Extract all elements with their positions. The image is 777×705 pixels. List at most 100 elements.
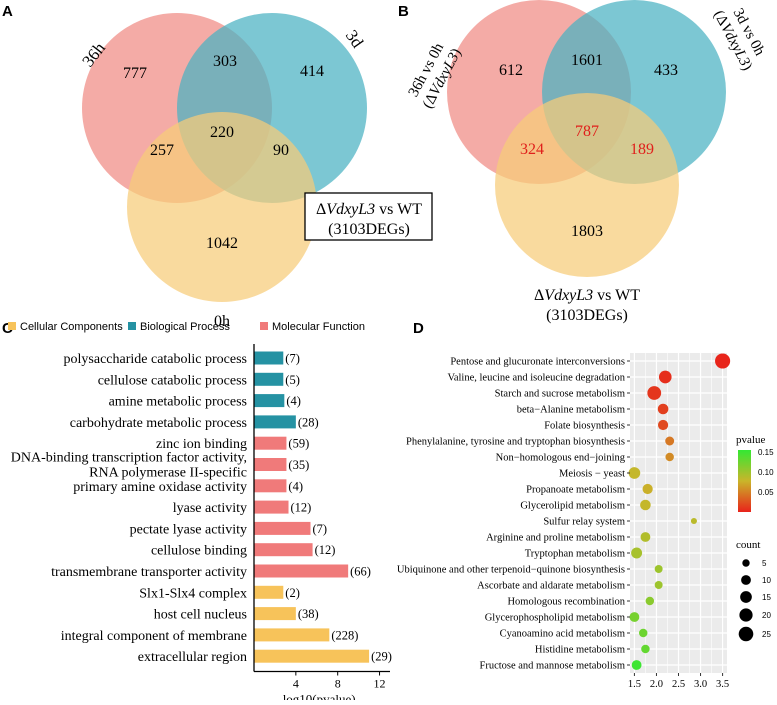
size-legend-label: 15	[762, 593, 771, 602]
venn-b-right-close: )	[739, 61, 755, 73]
venn-b-count-left-only: 612	[499, 62, 523, 79]
bubble	[640, 532, 651, 542]
category-label: carbohydrate metabolic process	[70, 416, 247, 431]
size-legend-label: 5	[762, 559, 767, 568]
bar-count-label: (59)	[288, 437, 309, 451]
size-legend-label: 20	[762, 611, 771, 620]
bubble	[654, 581, 663, 589]
x-tick-label: 12	[374, 677, 386, 691]
bar	[254, 458, 287, 471]
color-legend-title: pvalue	[736, 434, 765, 446]
venn-b-circle-wt	[495, 93, 679, 277]
bubble	[629, 612, 640, 622]
venn-b-right-delta: (Δ	[710, 8, 731, 29]
bar-count-label: (66)	[350, 565, 371, 579]
category-label: host cell nucleus	[154, 608, 247, 623]
legend-swatch	[128, 322, 136, 330]
size-legend-dot	[741, 575, 751, 585]
pathway-label: Phenylalanine, tyrosine and tryptophan b…	[406, 437, 625, 448]
category-label: cellulose catabolic process	[98, 373, 247, 388]
pathway-label: Sulfur relay system	[543, 517, 625, 528]
venn-a-note-delta: Δ	[316, 201, 326, 218]
panel-a: A 36h 3d 0h 777 414 303 257 220 90 1042 …	[2, 3, 433, 330]
bar	[254, 607, 296, 621]
pathway-label: Folate biosynthesis	[544, 421, 625, 432]
legend-label: Biological Process	[140, 321, 230, 333]
venn-a-count-36h-only: 777	[123, 65, 147, 82]
category-label: zinc ion binding	[156, 437, 247, 452]
bar-count-label: (12)	[315, 543, 336, 557]
color-legend-tick-label: 0.10	[758, 468, 774, 477]
bar	[254, 351, 284, 365]
bar-count-label: (38)	[298, 607, 319, 621]
bar	[254, 521, 311, 535]
venn-a-label-0h: 0h	[214, 313, 230, 330]
bar-count-label: (4)	[286, 394, 301, 408]
bubble	[647, 386, 662, 400]
bar-count-label: (228)	[331, 628, 358, 642]
bar	[254, 649, 370, 663]
category-label: extracellular region	[138, 650, 247, 665]
bar-count-label: (7)	[312, 522, 327, 536]
bubble	[645, 596, 655, 606]
venn-a-count-0h-only: 1042	[206, 235, 238, 252]
x-tick-label: 3.5	[716, 679, 729, 690]
pathway-label: Starch and sucrose metabolism	[495, 389, 625, 400]
panel-b-letter: B	[398, 3, 409, 20]
venn-a-count-all: 220	[210, 124, 234, 141]
x-axis-title: -log10(pvalue)	[278, 692, 355, 701]
pathway-label: Glycerophospholipid metabolism	[485, 613, 625, 624]
bubble	[657, 419, 669, 431]
bar	[254, 394, 285, 408]
bar	[254, 543, 313, 557]
x-tick-label: 3.0	[694, 679, 707, 690]
bubble	[715, 353, 731, 369]
legend-swatch	[260, 322, 268, 330]
bubble	[665, 452, 674, 462]
bubble	[631, 660, 642, 670]
panel-d-bubble-chart: D Pentose and glucuronate interconversio…	[397, 320, 774, 690]
x-tick-label: 8	[335, 677, 341, 691]
size-legend-dot	[739, 608, 753, 622]
venn-b-count-right-only: 433	[654, 62, 678, 79]
pathway-label: Meiosis − yeast	[559, 469, 625, 480]
bubble	[628, 467, 641, 479]
category-label: cellulose binding	[151, 544, 247, 559]
bar-count-label: (5)	[285, 373, 300, 387]
venn-b-count-all: 787	[575, 123, 599, 140]
venn-b-bottom-delta: Δ	[534, 287, 544, 304]
venn-a-note-gene: VdxyL3	[326, 201, 375, 218]
size-legend-label: 10	[762, 576, 771, 585]
pathway-label: Valine, leucine and isoleucine degradati…	[447, 373, 625, 384]
venn-b-count-left-bottom: 324	[520, 141, 544, 158]
bar	[254, 479, 287, 493]
bar	[254, 372, 284, 386]
venn-a-count-3d-0h: 90	[273, 142, 289, 159]
color-legend-tick-label: 0.15	[758, 448, 774, 457]
bubble	[640, 499, 651, 511]
venn-b-bottom-label-line2: (3103DEGs)	[546, 307, 628, 324]
bubble	[690, 517, 697, 525]
category-label: Slx1-Slx4 complex	[139, 586, 247, 601]
pathway-label: Ubiquinone and other terpenoid−quinone b…	[397, 565, 625, 576]
venn-b-count-bottom-only: 1803	[571, 223, 603, 240]
venn-b-bottom-label-line1: ΔVdxyL3 vs WT	[534, 287, 640, 304]
bar-count-label: (28)	[298, 415, 319, 429]
category-label: integral component of membrane	[61, 629, 247, 644]
bar-count-label: (29)	[371, 650, 392, 664]
size-legend-dot	[742, 559, 750, 567]
panel-d-grid	[630, 353, 727, 673]
bar-count-label: (4)	[288, 479, 303, 493]
venn-a-count-36h-0h: 257	[150, 142, 174, 159]
category-label: DNA-binding transcription factor activit…	[11, 451, 247, 466]
venn-b-bottom-gene: VdxyL3	[544, 287, 593, 304]
bubble	[658, 370, 672, 384]
x-tick-label: 2.0	[650, 679, 663, 690]
legend-label: Molecular Function	[272, 321, 365, 333]
bar	[254, 628, 330, 642]
bar-count-label: (2)	[285, 586, 300, 600]
venn-b-count-left-right: 1601	[571, 52, 603, 69]
category-label: lyase activity	[173, 501, 247, 516]
